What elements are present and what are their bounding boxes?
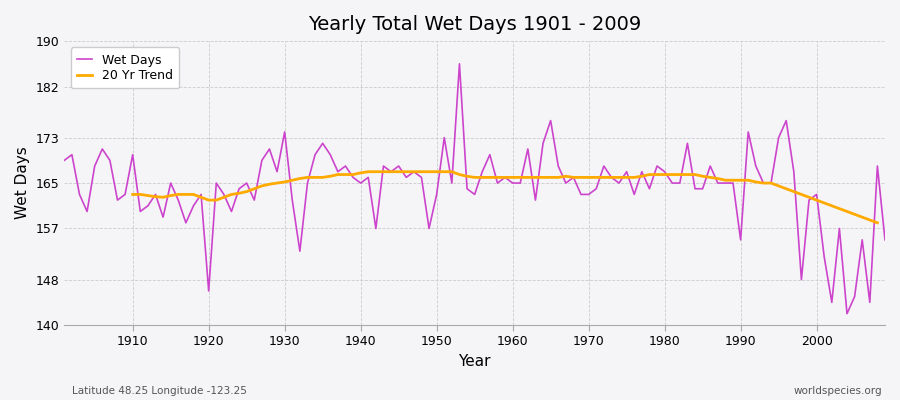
20 Yr Trend [530,175,541,180]
20 Yr Trend [325,174,336,179]
Wet Days [606,175,616,180]
Text: Latitude 48.25 Longitude -123.25: Latitude 48.25 Longitude -123.25 [72,386,247,396]
Text: worldspecies.org: worldspecies.org [794,386,882,396]
Wet Days [287,198,298,202]
Legend: Wet Days, 20 Yr Trend: Wet Days, 20 Yr Trend [70,47,179,88]
20 Yr Trend [356,170,366,175]
Wet Days [508,181,518,186]
Wet Days [879,238,890,242]
Y-axis label: Wet Days: Wet Days [15,147,30,220]
Wet Days [454,62,464,66]
20 Yr Trend [508,175,518,180]
20 Yr Trend [720,178,731,183]
Wet Days [842,311,852,316]
Line: 20 Yr Trend: 20 Yr Trend [132,172,877,223]
Wet Days [58,158,69,163]
20 Yr Trend [302,175,313,180]
Title: Yearly Total Wet Days 1901 - 2009: Yearly Total Wet Days 1901 - 2009 [308,15,642,34]
Line: Wet Days: Wet Days [64,64,885,314]
20 Yr Trend [363,169,374,174]
Wet Days [332,169,343,174]
20 Yr Trend [127,192,138,197]
X-axis label: Year: Year [458,354,491,369]
20 Yr Trend [872,220,883,225]
Wet Days [120,192,130,197]
Wet Days [515,181,526,186]
